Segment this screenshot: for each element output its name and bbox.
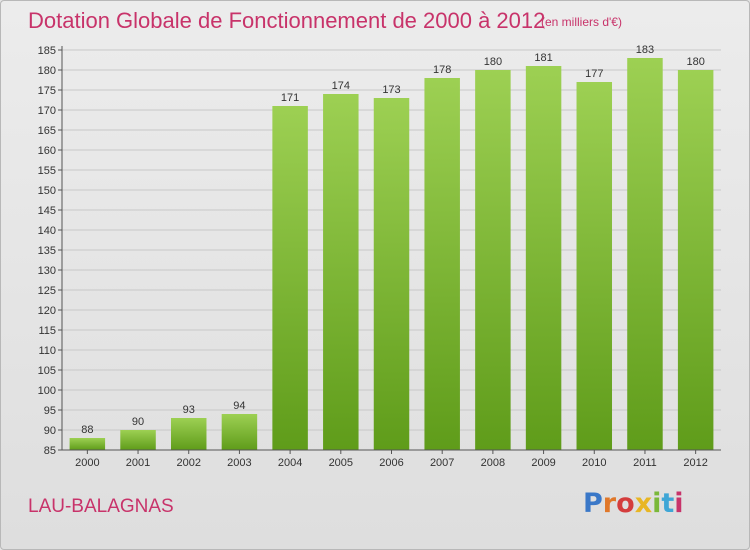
bar-2001 [120,430,156,450]
bar-2005 [323,94,359,450]
bar-2002 [170,418,207,450]
bar-value-label: 181 [534,52,552,64]
y-tick-label: 115 [38,325,56,337]
bar-2010 [576,82,613,450]
y-tick-label: 170 [38,105,56,117]
y-tick-label: 160 [38,145,56,157]
y-tick-label: 85 [44,445,56,457]
bar-2007 [424,78,460,450]
bar-value-label: 180 [686,56,704,68]
y-tick-label: 105 [38,365,56,377]
x-tick-label: 2001 [126,457,150,469]
chart-title: Dotation Globale de Fonctionnement de 20… [28,8,546,33]
bar-value-label: 93 [183,404,195,416]
bar-2008 [475,70,511,450]
y-tick-label: 175 [38,85,56,97]
y-tick-label: 95 [44,405,56,417]
x-tick-label: 2000 [75,457,99,469]
y-tick-label: 125 [38,285,56,297]
city-name: LAU-BALAGNAS [28,496,174,517]
y-tick-label: 120 [38,305,56,317]
x-tick-label: 2005 [329,457,353,469]
bar-2006 [373,98,410,450]
x-tick-label: 2012 [683,457,707,469]
y-tick-label: 185 [38,45,56,57]
y-tick-label: 180 [38,65,56,77]
y-tick-label: 100 [38,385,56,397]
y-tick-label: 150 [38,185,56,197]
bar-2003 [221,414,258,450]
y-tick-label: 110 [38,345,56,357]
x-tick-label: 2003 [227,457,251,469]
bar-value-label: 174 [332,80,350,92]
bar-value-label: 177 [585,68,603,80]
x-tick-label: 2009 [531,457,555,469]
bar-2012 [677,70,714,450]
bar-value-label: 173 [382,84,400,96]
bar-value-label: 88 [81,424,93,436]
y-tick-label: 145 [38,205,56,217]
bar-2004 [272,106,308,450]
y-tick-label: 155 [38,165,56,177]
bar-value-label: 178 [433,64,451,76]
bar-value-label: 90 [132,416,144,428]
x-tick-label: 2004 [278,457,302,469]
x-tick-label: 2002 [176,457,200,469]
bar-value-label: 183 [636,44,654,56]
x-tick-label: 2011 [633,457,657,469]
bar-2011 [627,58,663,450]
bar-2000 [69,438,106,450]
y-tick-label: 90 [44,425,56,437]
bar-value-label: 171 [281,92,299,104]
chart-subtitle: (en milliers d'€) [541,15,622,29]
bar-value-label: 94 [233,400,245,412]
x-tick-label: 2006 [379,457,403,469]
x-tick-label: 2010 [582,457,606,469]
bar-2009 [525,66,562,450]
x-tick-label: 2007 [430,457,454,469]
y-tick-label: 130 [38,265,56,277]
proxiti-logo: Proxiti [583,488,684,519]
bar-value-label: 180 [484,56,502,68]
x-tick-label: 2008 [481,457,505,469]
y-tick-label: 140 [38,225,56,237]
y-tick-label: 135 [38,245,56,257]
y-tick-label: 165 [38,125,56,137]
